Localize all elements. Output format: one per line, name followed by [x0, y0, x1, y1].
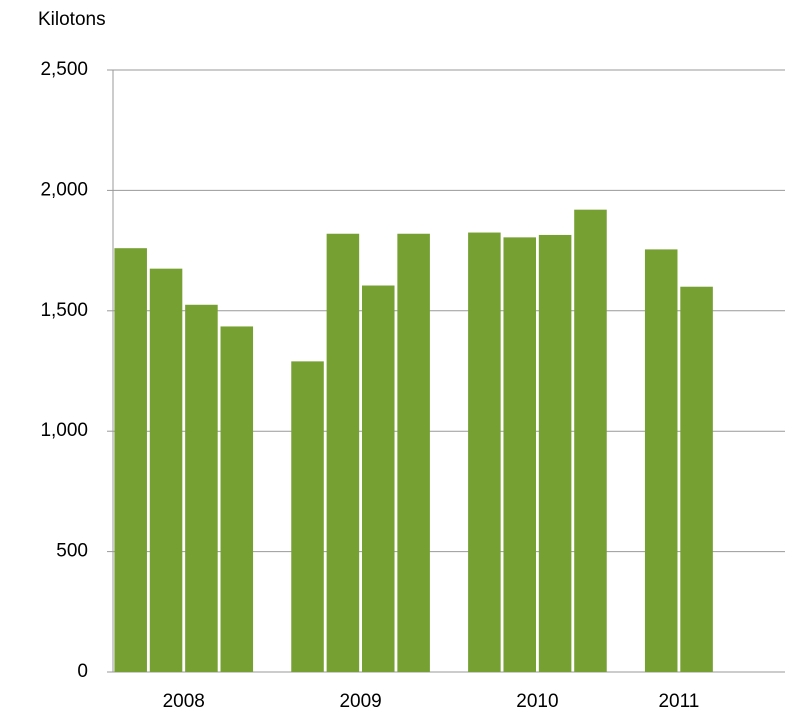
bar	[503, 237, 537, 672]
bar	[468, 232, 501, 673]
bar	[680, 286, 713, 672]
x-tick-label: 2010	[516, 691, 558, 712]
x-tick-label: 2009	[339, 691, 381, 712]
axis-label: Kilotons	[38, 9, 106, 30]
bar	[361, 285, 395, 672]
bar	[185, 304, 218, 672]
y-tick-label: 1,500	[40, 300, 88, 321]
y-tick-label: 2,000	[40, 179, 88, 200]
y-tick-label: 500	[56, 541, 88, 562]
bar	[220, 326, 254, 672]
bar	[538, 234, 572, 672]
y-tick-label: 0	[77, 661, 88, 682]
bar	[149, 268, 183, 672]
bar	[114, 248, 147, 672]
x-tick-label: 2008	[163, 691, 205, 712]
y-tick-label: 2,500	[40, 59, 88, 80]
y-tick-label: 1,000	[40, 420, 88, 441]
bar	[644, 249, 678, 672]
bar	[397, 233, 430, 672]
x-tick-label: 2011	[658, 691, 699, 712]
bar	[574, 209, 607, 672]
bar	[291, 361, 324, 672]
bar	[326, 233, 360, 672]
